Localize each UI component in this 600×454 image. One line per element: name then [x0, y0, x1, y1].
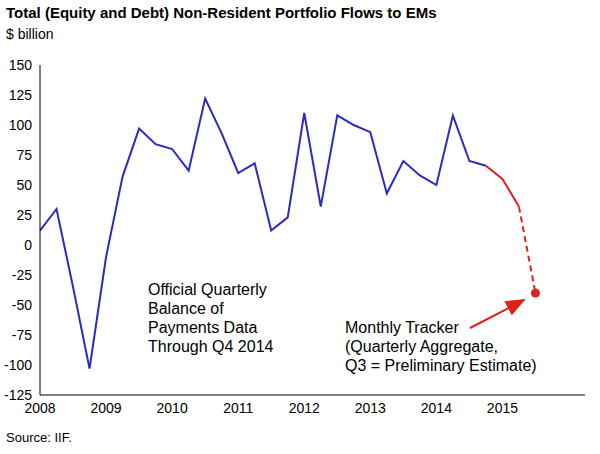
html-text:$ billion: $ billion [6, 26, 54, 42]
html-text:Official Quarterly Balance of: Official Quarterly Balance of Payments D… [148, 281, 274, 355]
svg-text:-125: -125 [8, 387, 32, 403]
svg-text:2011: 2011 [223, 400, 253, 416]
svg-text:2014: 2014 [421, 400, 452, 416]
svg-text:2012: 2012 [289, 400, 320, 416]
svg-text:2013: 2013 [355, 400, 386, 416]
svg-text:-100: -100 [8, 357, 32, 373]
svg-text:150: 150 [9, 57, 33, 73]
svg-text:100: 100 [9, 117, 33, 133]
html-text:Monthly Tracker (Quarterly Agg: Monthly Tracker (Quarterly Aggregate, Q3… [345, 319, 537, 374]
svg-text:2009: 2009 [90, 400, 121, 416]
svg-text:50: 50 [16, 177, 32, 193]
html-text:Total (Equity and Debt) Non-Re: Total (Equity and Debt) Non-Resident Por… [6, 4, 437, 21]
svg-text:25: 25 [16, 207, 32, 223]
svg-text:-75: -75 [12, 327, 32, 343]
svg-text:-50: -50 [12, 297, 32, 313]
svg-text:125: 125 [9, 87, 33, 103]
svg-text:0: 0 [24, 237, 32, 253]
svg-text:75: 75 [16, 147, 32, 163]
svg-text:2010: 2010 [157, 400, 188, 416]
svg-text:2015: 2015 [487, 400, 518, 416]
svg-text:-25: -25 [12, 267, 32, 283]
html-text:Source: IIF.: Source: IIF. [6, 430, 72, 445]
svg-text:2008: 2008 [24, 399, 56, 416]
